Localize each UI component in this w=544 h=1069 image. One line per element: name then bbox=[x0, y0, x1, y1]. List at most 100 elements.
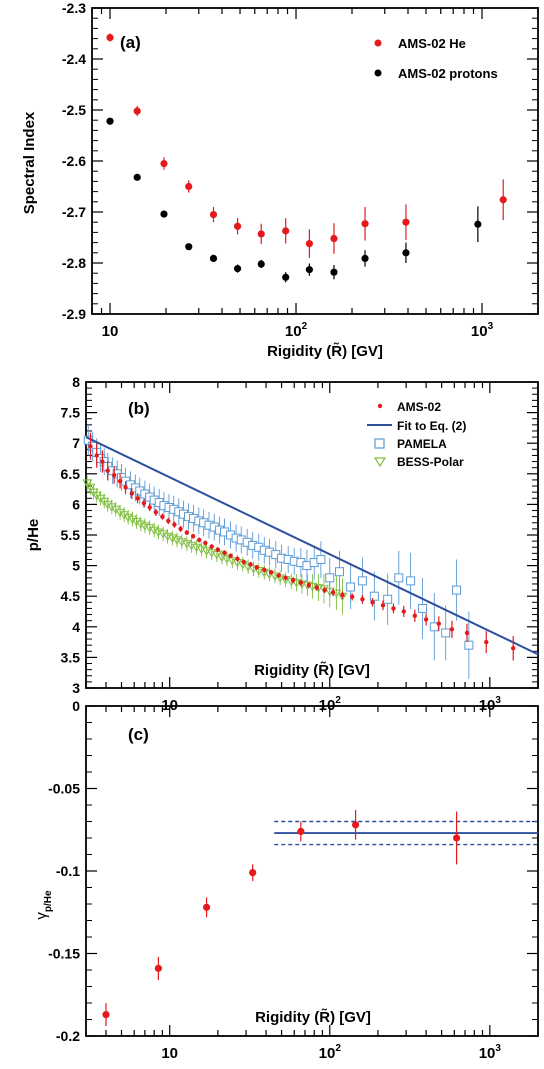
ams02-point bbox=[412, 613, 418, 618]
legend: AMS-02 He AMS-02 protons bbox=[374, 36, 498, 81]
ams02-point bbox=[401, 609, 406, 614]
proton-point bbox=[305, 266, 313, 274]
data-points bbox=[82, 424, 539, 679]
panel-label: (a) bbox=[120, 33, 141, 52]
y-tick-label: 5.5 bbox=[61, 527, 81, 543]
data-points bbox=[106, 33, 507, 283]
pamela-point bbox=[464, 640, 474, 650]
ams02-point bbox=[464, 630, 470, 636]
y-tick-label: 7.5 bbox=[61, 405, 81, 421]
ams02-point bbox=[117, 478, 123, 484]
ams02-point bbox=[178, 526, 183, 532]
x-tick-label: 10 bbox=[102, 323, 119, 340]
bess-point bbox=[115, 508, 125, 518]
legend-marker-ams02 bbox=[377, 403, 383, 409]
ams02-point bbox=[222, 550, 227, 555]
ams02-point bbox=[147, 505, 152, 510]
he-point bbox=[257, 230, 265, 238]
pamela-point bbox=[316, 554, 326, 564]
pamela-point bbox=[406, 576, 416, 586]
ams02-point bbox=[349, 594, 355, 600]
data-points bbox=[102, 809, 461, 1027]
ams02-point bbox=[215, 547, 221, 552]
y-tick-label: -0.05 bbox=[48, 781, 80, 797]
y-tick-label: -2.3 bbox=[62, 0, 86, 16]
panel-label: (b) bbox=[128, 399, 150, 418]
legend-label-pamela: PAMELA bbox=[397, 437, 447, 451]
he-point bbox=[106, 33, 114, 42]
ams02-point bbox=[436, 621, 441, 626]
y-axis-label: Spectral Index bbox=[21, 111, 38, 214]
proton-point bbox=[402, 249, 410, 257]
ams02-point bbox=[184, 530, 190, 535]
pamela-point bbox=[418, 603, 428, 613]
ams02-point bbox=[262, 567, 267, 573]
bess-point bbox=[106, 503, 117, 512]
gamma-point bbox=[154, 964, 162, 972]
legend-marker-pamela bbox=[374, 438, 385, 449]
y-tick-label: 0 bbox=[72, 698, 80, 714]
bess-point bbox=[82, 479, 93, 488]
ams02-point bbox=[166, 518, 171, 524]
gamma-point bbox=[249, 869, 257, 877]
gamma-point bbox=[452, 834, 461, 842]
panel-c: -0.2 -0.15 -0.1 -0.05 0 10 102 103 (c) γp/He R… bbox=[33, 698, 539, 1062]
bess-point bbox=[149, 526, 160, 536]
y-tick-label: 3.5 bbox=[61, 649, 81, 665]
proton-point bbox=[257, 260, 265, 268]
he-point bbox=[233, 222, 242, 230]
panel-label: (c) bbox=[128, 725, 149, 744]
pamela-point bbox=[357, 576, 367, 586]
ams02-point bbox=[276, 573, 281, 578]
ams02-point bbox=[484, 639, 489, 645]
proton-point bbox=[282, 273, 290, 281]
ams02-point bbox=[209, 544, 214, 549]
x-tick-labels: 10 102 103 bbox=[161, 695, 501, 714]
y-tick-labels: -2.9 -2.8 -2.7 -2.6 -2.5 -2.4 -2.3 bbox=[62, 0, 86, 322]
he-point bbox=[160, 159, 168, 168]
gamma-point bbox=[202, 903, 211, 911]
x-axis-label: Rigidity (R̃) [GV] bbox=[267, 342, 383, 360]
panel-a: -2.9 -2.8 -2.7 -2.6 -2.5 -2.4 -2.3 10 102 103 (a… bbox=[21, 0, 539, 360]
y-tick-label: -2.4 bbox=[62, 51, 86, 67]
y-tick-label: -2.6 bbox=[62, 153, 86, 169]
y-axis-label: γp/He bbox=[33, 890, 54, 920]
he-point bbox=[402, 218, 410, 226]
ams02-point bbox=[391, 606, 396, 611]
y-tick-label: 6.5 bbox=[61, 466, 81, 482]
plot-frame bbox=[85, 705, 539, 1037]
proton-point bbox=[106, 117, 114, 125]
x-tick-label: 102 bbox=[285, 321, 308, 340]
bess-point bbox=[135, 520, 146, 529]
ams02-point bbox=[197, 537, 202, 543]
y-tick-label: -2.8 bbox=[62, 255, 86, 271]
ams02-point bbox=[511, 646, 516, 651]
x-tick-label: 103 bbox=[471, 321, 494, 340]
y-tick-label: 7 bbox=[72, 435, 80, 451]
ams02-point bbox=[290, 578, 296, 583]
proton-point bbox=[361, 254, 369, 263]
ams02-point bbox=[340, 592, 345, 598]
y-tick-label: 4 bbox=[72, 619, 80, 635]
ams02-point bbox=[129, 491, 135, 496]
he-point bbox=[282, 227, 290, 235]
bess-point bbox=[85, 483, 96, 493]
legend-label-protons: AMS-02 protons bbox=[398, 66, 498, 81]
y-tick-label: 4.5 bbox=[61, 588, 81, 604]
ams02-point bbox=[88, 444, 93, 449]
legend-marker-protons bbox=[374, 69, 382, 77]
ams02-point bbox=[298, 580, 304, 585]
ams02-point bbox=[314, 585, 320, 590]
proton-point bbox=[160, 210, 168, 218]
pamela-point bbox=[334, 567, 344, 577]
fit-band bbox=[274, 820, 538, 846]
y-tick-label: 3 bbox=[72, 680, 80, 696]
ams02-point bbox=[322, 587, 327, 593]
ams02-point bbox=[172, 522, 177, 527]
bess-point bbox=[102, 500, 113, 510]
ams02-point bbox=[254, 565, 259, 570]
pamela-point bbox=[302, 561, 312, 571]
axis-ticks bbox=[85, 705, 539, 1037]
y-tick-labels: -0.2 -0.15 -0.1 -0.05 0 bbox=[48, 698, 80, 1044]
ams02-point bbox=[423, 617, 429, 622]
